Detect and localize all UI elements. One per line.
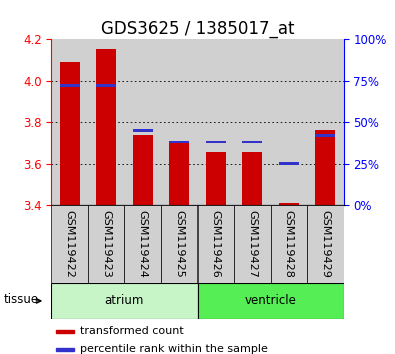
Bar — [56, 348, 74, 351]
Bar — [198, 39, 234, 205]
Bar — [271, 205, 307, 283]
Bar — [133, 135, 153, 205]
Bar — [242, 141, 262, 143]
Bar — [169, 141, 189, 143]
Bar — [307, 205, 344, 283]
Text: GSM119429: GSM119429 — [320, 210, 330, 278]
Bar — [133, 129, 153, 132]
Bar — [51, 39, 88, 205]
Bar — [279, 162, 299, 165]
Bar — [169, 141, 189, 205]
Bar — [124, 39, 161, 205]
Text: GSM119425: GSM119425 — [174, 210, 184, 278]
Bar — [88, 205, 124, 283]
Bar — [161, 205, 198, 283]
Text: GSM119424: GSM119424 — [138, 210, 148, 278]
Bar — [206, 152, 226, 205]
Bar — [315, 131, 335, 205]
Text: atrium: atrium — [105, 295, 144, 307]
Text: GSM119422: GSM119422 — [65, 210, 75, 278]
Bar — [161, 39, 198, 205]
Bar — [271, 39, 307, 205]
Bar — [51, 283, 198, 319]
Bar — [60, 62, 80, 205]
Bar — [307, 39, 344, 205]
Bar — [242, 152, 262, 205]
Bar — [51, 205, 88, 283]
Bar — [96, 84, 116, 87]
Bar — [96, 49, 116, 205]
Text: GSM119428: GSM119428 — [284, 210, 294, 278]
Bar — [234, 205, 271, 283]
Text: transformed count: transformed count — [81, 326, 184, 336]
Bar — [315, 134, 335, 137]
Bar — [206, 141, 226, 143]
Bar — [279, 203, 299, 205]
Text: tissue: tissue — [4, 293, 39, 306]
Bar — [124, 205, 161, 283]
Text: percentile rank within the sample: percentile rank within the sample — [81, 344, 268, 354]
Bar — [60, 84, 80, 87]
Text: GSM119423: GSM119423 — [101, 210, 111, 278]
Bar — [198, 205, 234, 283]
Bar — [234, 39, 271, 205]
Title: GDS3625 / 1385017_at: GDS3625 / 1385017_at — [101, 20, 294, 38]
Bar — [88, 39, 124, 205]
Text: GSM119427: GSM119427 — [247, 210, 257, 278]
Text: ventricle: ventricle — [245, 295, 297, 307]
Bar — [198, 283, 344, 319]
Bar — [56, 330, 74, 333]
Text: GSM119426: GSM119426 — [211, 210, 221, 278]
